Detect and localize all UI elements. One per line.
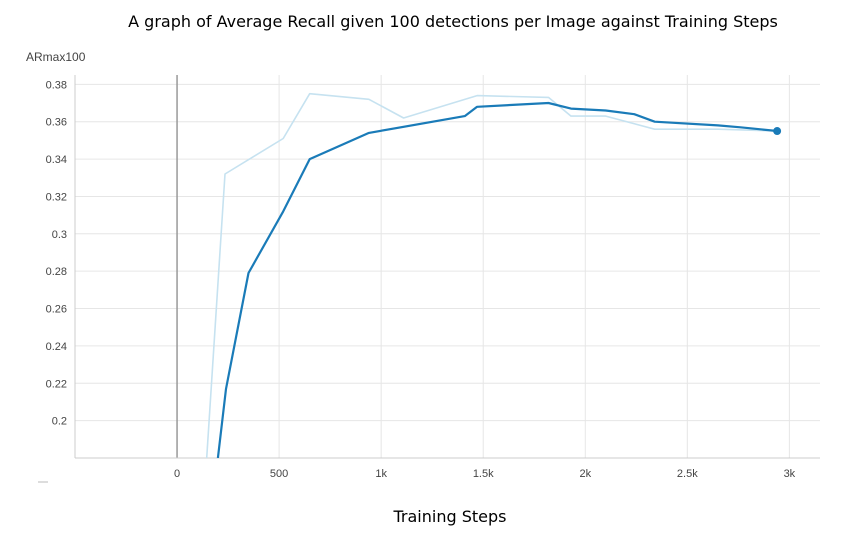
- x-tick-label: 500: [270, 468, 288, 480]
- y-tick-label: 0.34: [46, 154, 67, 166]
- raw-series-line: [205, 92, 778, 458]
- y-tick-label: 0.3: [52, 229, 67, 241]
- smoothed-series-line: [216, 101, 778, 458]
- x-axis-label: Training Steps: [393, 507, 507, 526]
- y-tick-label: 0.26: [46, 304, 67, 316]
- x-tick-label: 3k: [784, 468, 796, 480]
- chart-title: A graph of Average Recall given 100 dete…: [128, 12, 778, 31]
- y-tick-label: 0.38: [46, 79, 67, 91]
- y-tick-label: 0.22: [46, 378, 67, 390]
- x-tick-label: 0: [174, 468, 180, 480]
- x-tick-label: 2.5k: [677, 468, 698, 480]
- y-tick-label: 0.28: [46, 266, 67, 278]
- y-tick-label: 0.2: [52, 416, 67, 428]
- series-end-point: [773, 127, 782, 136]
- x-tick-label: 1k: [375, 468, 387, 480]
- y-tick-label: 0.32: [46, 191, 67, 203]
- y-tick-label: 0.24: [46, 341, 67, 353]
- y-axis-label: ARmax100: [26, 50, 86, 64]
- x-tick-label: 1.5k: [473, 468, 494, 480]
- y-tick-label: 0.36: [46, 117, 67, 129]
- x-tick-label: 2k: [579, 468, 591, 480]
